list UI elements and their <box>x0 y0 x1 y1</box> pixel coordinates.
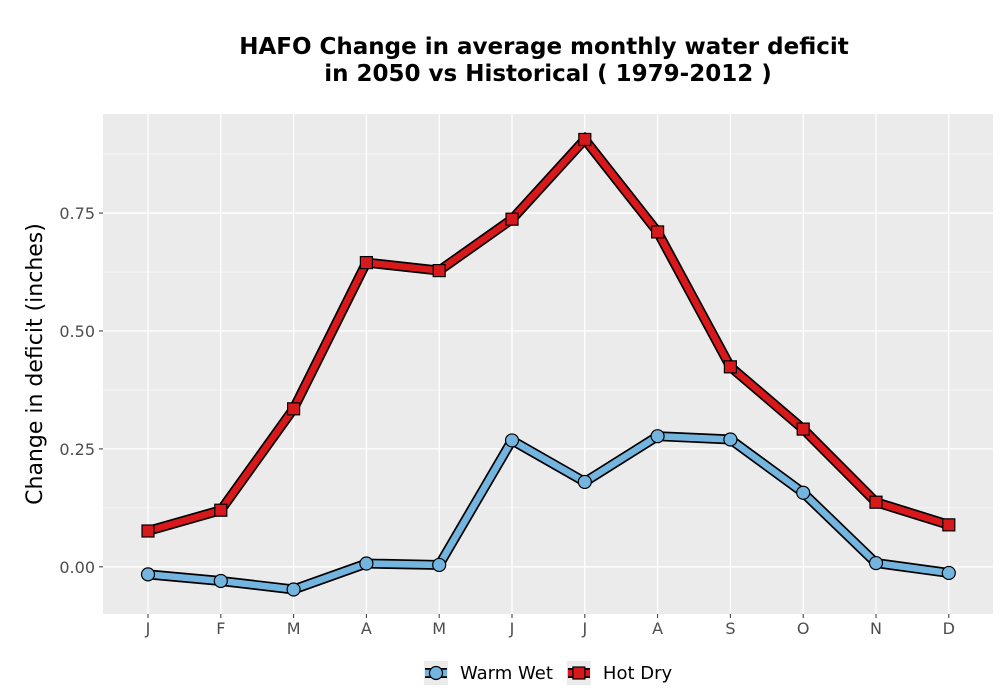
legend-label-warm-wet: Warm Wet <box>460 663 553 684</box>
series-warm-wet <box>140 429 956 597</box>
data-point-hot-dry <box>505 212 519 226</box>
data-point-hot-dry <box>869 495 883 509</box>
legend-marker-warm-wet <box>428 665 444 681</box>
x-tick-label: D <box>943 619 955 638</box>
legend-marker-hot-dry <box>572 666 586 680</box>
data-point-hot-dry <box>287 402 301 416</box>
data-point-hot-dry <box>796 422 810 436</box>
data-point-warm-wet <box>868 555 884 571</box>
series-layer <box>140 131 956 597</box>
x-tick-label: O <box>797 619 810 638</box>
x-tick-label: J <box>509 619 515 638</box>
x-tick-label: M <box>287 619 301 638</box>
x-tick-label: A <box>361 619 372 638</box>
x-tick-label: J <box>581 619 587 638</box>
data-point-hot-dry <box>942 518 956 532</box>
x-tick-label: A <box>652 619 663 638</box>
data-point-hot-dry <box>214 503 228 517</box>
legend-item-warm-wet: Warm Wet <box>424 661 553 685</box>
data-point-warm-wet <box>577 474 592 490</box>
series-line-hot-dry <box>147 134 950 535</box>
y-tick-label: 0.75 <box>59 204 95 223</box>
series-line-warm-wet <box>147 432 950 593</box>
data-point-hot-dry <box>650 225 665 239</box>
series-hot-dry <box>141 131 956 538</box>
y-tick-label: 0.50 <box>59 322 95 341</box>
x-tick-label: J <box>145 619 151 638</box>
x-tick-label: F <box>216 619 225 638</box>
data-point-hot-dry <box>432 264 446 278</box>
chart-title-line-2: in 2050 vs Historical ( 1979-2012 ) <box>324 61 771 87</box>
data-point-warm-wet <box>650 429 665 444</box>
data-point-warm-wet <box>504 433 520 448</box>
legend-item-hot-dry: Hot Dry <box>566 661 673 685</box>
y-axis-ticks: 0.00 0.25 0.50 0.75 <box>59 204 103 577</box>
grid <box>103 114 993 614</box>
plot-panel <box>103 114 993 614</box>
data-point-hot-dry <box>141 524 155 538</box>
data-point-warm-wet <box>140 567 156 582</box>
data-point-warm-wet <box>796 485 811 500</box>
x-tick-label: S <box>725 619 735 638</box>
data-point-warm-wet <box>213 573 228 589</box>
legend-label-hot-dry: Hot Dry <box>603 663 673 684</box>
y-tick-label: 0.00 <box>59 558 95 577</box>
data-point-hot-dry <box>359 255 373 270</box>
data-point-warm-wet <box>359 556 374 571</box>
x-tick-label: M <box>432 619 446 638</box>
chart-title-line-1: HAFO Change in average monthly water def… <box>239 34 849 60</box>
data-point-hot-dry <box>578 132 592 147</box>
data-point-warm-wet <box>941 565 956 581</box>
y-axis-title: Change in deficit (inches) <box>23 223 48 505</box>
data-point-warm-wet <box>723 432 738 447</box>
x-tick-label: N <box>870 619 882 638</box>
data-point-warm-wet <box>432 557 447 573</box>
legend: Warm Wet Hot Dry <box>424 661 672 685</box>
y-tick-label: 0.25 <box>59 440 95 459</box>
data-point-warm-wet <box>286 582 301 597</box>
data-point-hot-dry <box>723 360 738 374</box>
